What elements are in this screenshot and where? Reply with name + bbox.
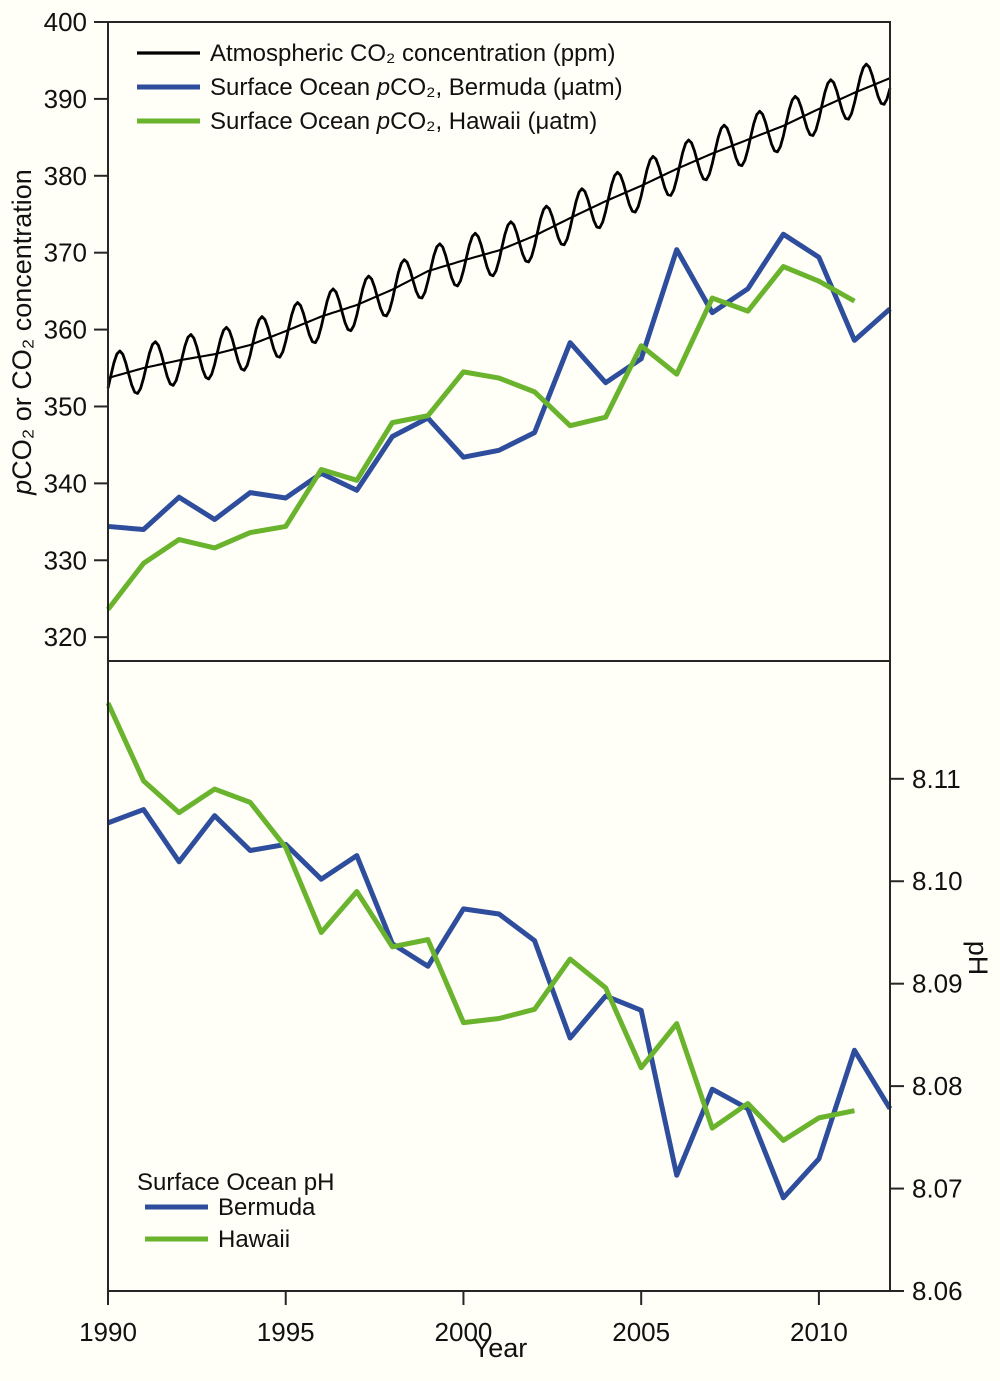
x-tick-label-2010: 2010: [790, 1317, 848, 1347]
ph-legend-title: Surface Ocean pH: [137, 1169, 334, 1196]
y-tick-label-pco2-360: 360: [44, 315, 87, 345]
panel-ph: 8.06 8.07 8.08 8.09 8.10 8.11: [105, 660, 963, 1306]
panel-ph-border: [107, 660, 891, 1292]
panel-pco2: 320 330 340 350 360 370 380 390 400: [44, 7, 892, 662]
y-tick-label-pco2-340: 340: [44, 468, 87, 498]
y-tick-label-pco2-390: 390: [44, 84, 87, 114]
legend-item-bermuda: Surface Ocean pCO₂, Bermuda (μatm): [137, 74, 623, 101]
y-tick-label-ph-8.07: 8.07: [912, 1174, 963, 1204]
series-surface-ocean-ph-bermuda: [107, 807, 893, 1201]
legend-label-hawaii: Surface Ocean pCO₂, Hawaii (μatm): [210, 108, 597, 135]
x-axis-label: Year: [473, 1333, 528, 1363]
y-tick-label-pco2-400: 400: [44, 7, 87, 37]
ph-legend-item-hawaii: Hawaii: [145, 1226, 290, 1253]
series-atmospheric-co2-trend: [107, 77, 891, 380]
x-tick-label-1995: 1995: [257, 1317, 315, 1347]
legend-item-hawaii: Surface Ocean pCO₂, Hawaii (μatm): [137, 108, 597, 135]
y-axis-label-pco2: pCO₂ or CO₂ concentration: [7, 169, 37, 496]
y-tick-label-ph-8.11: 8.11: [912, 764, 961, 794]
y-tick-label-pco2-350: 350: [44, 391, 87, 421]
ph-legend-label-bermuda: Bermuda: [218, 1194, 316, 1221]
legend-item-atmosphere: Atmospheric CO₂ concentration (ppm): [137, 40, 615, 67]
y-tick-label-ph-8.10: 8.10: [912, 866, 963, 896]
series-surface-ocean-pco-bermuda-atm-: [107, 231, 892, 533]
y-tick-label-pco2-330: 330: [44, 545, 87, 575]
series-surface-ocean-pco-hawaii-atm-: [106, 264, 856, 612]
y-tick-label-ph-8.08: 8.08: [912, 1071, 963, 1101]
x-tick-label-2005: 2005: [612, 1317, 670, 1347]
legend-label-bermuda: Surface Ocean pCO₂, Bermuda (μatm): [210, 74, 623, 101]
y-axis-label-ph: pH: [963, 941, 993, 976]
x-tick-label-2000: 2000: [435, 1317, 493, 1347]
y-tick-label-pco2-320: 320: [44, 622, 87, 652]
ph-legend-label-hawaii: Hawaii: [218, 1226, 290, 1253]
series-atmospheric-co2-monthly: [106, 62, 892, 395]
ph-legend-item-bermuda: Bermuda: [145, 1194, 316, 1221]
y-tick-label-pco2-380: 380: [44, 161, 87, 191]
legend-label-atmosphere: Atmospheric CO₂ concentration (ppm): [210, 40, 615, 67]
series-surface-ocean-ph-hawaii: [105, 701, 855, 1143]
y-tick-label-ph-8.09: 8.09: [912, 969, 963, 999]
x-tick-label-1990: 1990: [79, 1317, 137, 1347]
y-tick-label-ph-8.06: 8.06: [912, 1276, 963, 1306]
y-tick-label-pco2-370: 370: [44, 238, 87, 268]
